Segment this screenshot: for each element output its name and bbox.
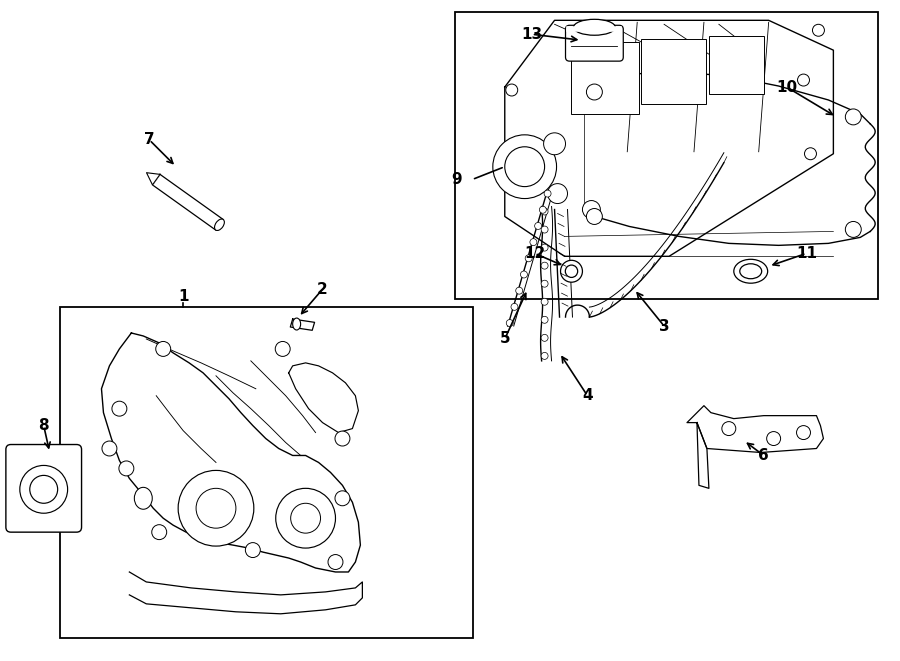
Ellipse shape — [292, 318, 301, 330]
Circle shape — [813, 24, 824, 36]
Bar — [455, 13, 878, 299]
Circle shape — [530, 239, 537, 246]
Circle shape — [526, 255, 532, 262]
Circle shape — [722, 422, 736, 436]
Polygon shape — [291, 319, 315, 330]
Circle shape — [511, 303, 518, 310]
Polygon shape — [687, 406, 824, 453]
Bar — [641, 39, 706, 104]
Circle shape — [587, 84, 602, 100]
Circle shape — [541, 244, 548, 251]
Circle shape — [541, 280, 548, 287]
Bar — [59, 307, 472, 638]
Circle shape — [805, 148, 816, 160]
Circle shape — [178, 471, 254, 546]
Ellipse shape — [734, 259, 768, 283]
Circle shape — [544, 133, 565, 155]
Circle shape — [845, 109, 861, 125]
Circle shape — [541, 208, 548, 215]
Circle shape — [561, 260, 582, 282]
Polygon shape — [147, 173, 160, 185]
Circle shape — [767, 432, 780, 446]
Text: 13: 13 — [521, 26, 542, 42]
Circle shape — [335, 431, 350, 446]
Ellipse shape — [134, 487, 152, 509]
Circle shape — [291, 503, 320, 533]
Text: 10: 10 — [776, 79, 797, 95]
Text: 6: 6 — [759, 448, 769, 463]
Text: 12: 12 — [524, 246, 545, 261]
Polygon shape — [152, 175, 223, 230]
Circle shape — [119, 461, 134, 476]
Circle shape — [196, 488, 236, 528]
Circle shape — [102, 441, 117, 456]
Circle shape — [275, 488, 336, 548]
Circle shape — [547, 184, 568, 204]
Circle shape — [541, 298, 548, 305]
Text: 5: 5 — [500, 331, 510, 346]
Circle shape — [587, 208, 602, 225]
FancyBboxPatch shape — [565, 25, 624, 61]
Circle shape — [516, 287, 523, 294]
Circle shape — [796, 426, 811, 440]
Ellipse shape — [740, 264, 761, 279]
Circle shape — [506, 84, 518, 96]
Polygon shape — [505, 20, 833, 256]
Circle shape — [493, 135, 556, 198]
FancyBboxPatch shape — [6, 444, 82, 532]
Circle shape — [535, 223, 542, 229]
Circle shape — [112, 401, 127, 416]
Circle shape — [541, 262, 548, 269]
Circle shape — [30, 475, 58, 503]
Circle shape — [520, 271, 527, 278]
Circle shape — [505, 147, 544, 186]
Circle shape — [582, 200, 600, 219]
Circle shape — [541, 226, 548, 233]
Text: 3: 3 — [659, 319, 670, 334]
Bar — [709, 36, 764, 94]
Circle shape — [246, 543, 260, 557]
Circle shape — [845, 221, 861, 237]
Circle shape — [541, 317, 548, 323]
Polygon shape — [102, 333, 360, 572]
Text: 4: 4 — [582, 388, 593, 403]
Circle shape — [328, 555, 343, 570]
Circle shape — [797, 74, 809, 86]
Polygon shape — [289, 363, 358, 432]
Ellipse shape — [214, 219, 224, 231]
Text: 11: 11 — [796, 246, 817, 261]
Text: 9: 9 — [451, 172, 462, 187]
Circle shape — [541, 334, 548, 341]
Text: 1: 1 — [178, 289, 188, 303]
Text: 7: 7 — [144, 132, 155, 147]
Polygon shape — [130, 572, 363, 614]
Circle shape — [152, 525, 166, 539]
Circle shape — [275, 342, 290, 356]
Circle shape — [20, 465, 68, 513]
Circle shape — [544, 190, 551, 197]
Text: 8: 8 — [39, 418, 49, 433]
Polygon shape — [697, 422, 709, 488]
Circle shape — [335, 491, 350, 506]
Ellipse shape — [573, 19, 616, 35]
Circle shape — [507, 319, 513, 327]
Circle shape — [539, 206, 546, 214]
Bar — [572, 42, 639, 114]
Circle shape — [541, 352, 548, 360]
Circle shape — [156, 342, 171, 356]
Text: 2: 2 — [317, 282, 328, 297]
Circle shape — [565, 265, 578, 278]
